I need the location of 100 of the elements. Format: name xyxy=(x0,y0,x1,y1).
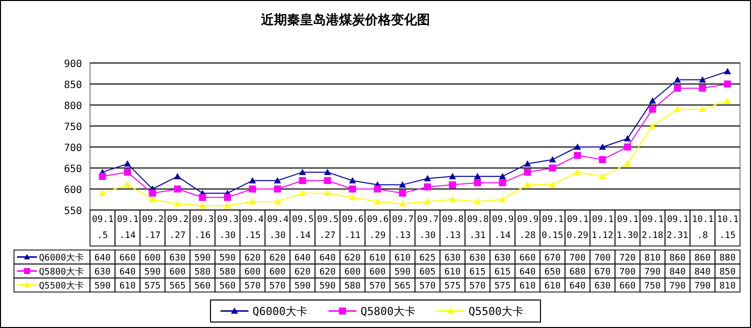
x-tick-label: 09.6.11 xyxy=(342,215,364,241)
point xyxy=(349,194,356,200)
data-label: 590 xyxy=(294,282,311,292)
data-label: 620 xyxy=(269,254,286,264)
data-label: 670 xyxy=(544,254,561,264)
data-label: 630 xyxy=(594,282,611,292)
point xyxy=(374,198,381,204)
x-tick-label: 09.12.18 xyxy=(642,215,664,241)
data-label: 810 xyxy=(644,254,661,264)
data-label: 700 xyxy=(619,268,636,278)
x-tick-label: 09.11.12 xyxy=(592,215,614,241)
data-label: 565 xyxy=(169,282,186,292)
point xyxy=(249,198,256,204)
point xyxy=(574,152,581,159)
data-label: 850 xyxy=(719,268,736,278)
data-label: 570 xyxy=(369,282,386,292)
point xyxy=(324,190,331,196)
data-label: 660 xyxy=(519,254,536,264)
data-label: 590 xyxy=(319,282,336,292)
x-tick-label: 09.9.14 xyxy=(492,215,514,241)
point xyxy=(599,144,606,150)
point xyxy=(324,168,331,175)
point xyxy=(449,181,456,188)
data-label: 605 xyxy=(419,268,436,278)
y-tick-label: 600 xyxy=(64,185,82,196)
data-label: 615 xyxy=(469,268,486,278)
data-label: 590 xyxy=(94,282,111,292)
y-tick-label: 850 xyxy=(64,80,82,91)
point xyxy=(499,179,506,186)
y-tick-label: 750 xyxy=(64,122,82,133)
data-label: 560 xyxy=(219,282,236,292)
point xyxy=(249,177,256,184)
x-tick-label: 09.6.29 xyxy=(367,215,389,241)
x-tick-label: 09.9.28 xyxy=(517,215,539,241)
point xyxy=(599,156,606,164)
data-label: 650 xyxy=(544,268,561,278)
data-label: 610 xyxy=(444,268,461,278)
point xyxy=(349,186,356,192)
data-label: 860 xyxy=(669,254,686,264)
x-tick-label: 09.8.31 xyxy=(467,215,489,241)
data-label: 630 xyxy=(494,254,511,264)
point xyxy=(549,164,556,172)
data-label: 580 xyxy=(194,268,211,278)
data-label: 790 xyxy=(644,268,661,278)
point xyxy=(249,186,256,192)
data-label: 810 xyxy=(719,282,736,292)
data-label: 615 xyxy=(494,268,511,278)
point xyxy=(124,181,131,188)
point xyxy=(299,190,306,196)
x-tick-label: 09.4.30 xyxy=(267,215,289,241)
x-tick-label: 09.3.30 xyxy=(217,215,239,241)
data-label: 600 xyxy=(344,268,361,278)
data-label: 860 xyxy=(694,254,711,264)
data-label: 570 xyxy=(419,282,436,292)
point xyxy=(599,172,606,180)
point xyxy=(449,172,456,180)
data-label: 640 xyxy=(294,254,311,264)
data-label: 560 xyxy=(194,282,211,292)
data-label: 610 xyxy=(519,282,536,292)
x-tick-label: 09.2.17 xyxy=(142,215,164,241)
chart-title: 近期秦皇岛港煤炭价格变化图 xyxy=(260,12,430,28)
legend-label: Q6000大卡 xyxy=(39,252,84,264)
data-label: 620 xyxy=(244,254,261,264)
point xyxy=(624,144,631,150)
point xyxy=(374,186,381,192)
x-tick-label: 09.8.13 xyxy=(442,215,464,241)
x-tick-label: 09.11.30 xyxy=(616,215,639,241)
point xyxy=(174,200,181,206)
data-label: 660 xyxy=(619,282,636,292)
data-label: 640 xyxy=(319,254,336,264)
x-tick-label: 09.5.14 xyxy=(292,215,314,241)
legend-label: Q5500大卡 xyxy=(39,280,84,292)
y-tick-label: 900 xyxy=(64,59,82,70)
point xyxy=(474,172,481,180)
point xyxy=(624,160,631,167)
point xyxy=(524,181,531,188)
data-label: 590 xyxy=(394,268,411,278)
point xyxy=(399,181,406,188)
data-label: 575 xyxy=(494,282,511,292)
x-tick-label: 09.10.15 xyxy=(542,215,564,241)
text: Q5800大卡 xyxy=(360,305,416,318)
point xyxy=(424,183,431,190)
data-label: 610 xyxy=(369,254,386,264)
data-label: 630 xyxy=(94,268,111,278)
point xyxy=(199,202,206,209)
data-label: 640 xyxy=(569,282,586,292)
data-label: 790 xyxy=(669,282,686,292)
point xyxy=(674,76,681,83)
data-label: 620 xyxy=(319,268,336,278)
point xyxy=(274,186,281,192)
data-label: 575 xyxy=(144,282,161,292)
y-tick-label: 650 xyxy=(64,164,82,175)
data-label: 660 xyxy=(119,254,136,264)
x-tick-label: 10.1.15 xyxy=(717,215,739,241)
point xyxy=(349,177,356,184)
point xyxy=(474,198,481,204)
data-label: 630 xyxy=(169,254,186,264)
point xyxy=(499,172,506,180)
data-label: 640 xyxy=(519,268,536,278)
point xyxy=(524,168,531,176)
